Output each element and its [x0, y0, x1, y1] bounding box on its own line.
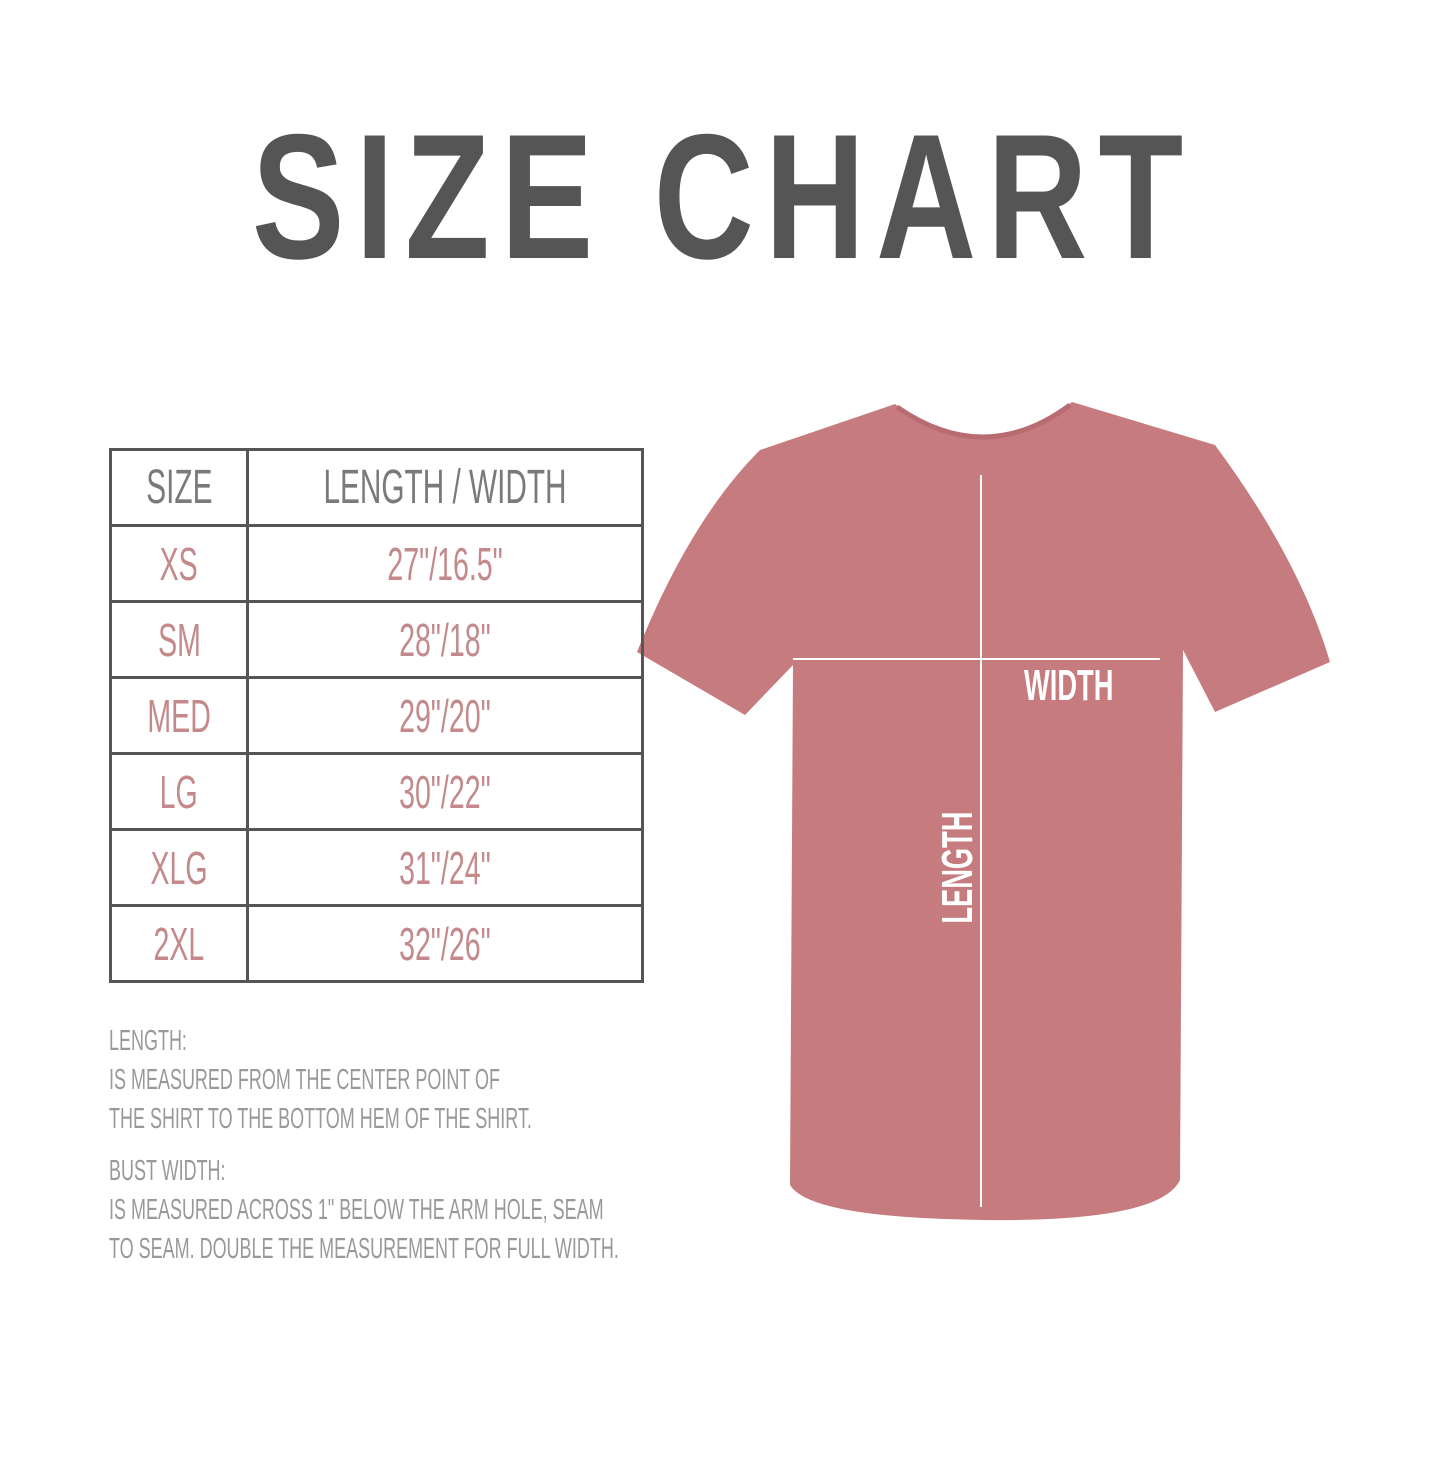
width-label: WIDTH [1024, 661, 1114, 710]
length-note-heading: LENGTH: [109, 1025, 187, 1057]
measurement-notes: LENGTH: IS MEASURED FROM THE CENTER POIN… [109, 1022, 931, 1269]
size-cell: SM [157, 613, 201, 666]
header-length-width: LENGTH / WIDTH [323, 461, 567, 514]
measure-cell: 27"/16.5" [387, 537, 503, 590]
collar [895, 402, 1072, 440]
size-cell: LG [159, 765, 199, 818]
length-note-line: THE SHIRT TO THE BOTTOM HEM OF THE SHIRT… [109, 1103, 532, 1135]
tshirt-body [637, 402, 1330, 1221]
measure-cell: 28"/18" [399, 613, 491, 666]
size-table: SIZE LENGTH / WIDTH XS 27"/16.5" SM 28"/18… [109, 448, 644, 983]
table-row: 2XL 32"/26" [109, 904, 644, 983]
table-row: LG 30"/22" [109, 752, 644, 831]
size-cell: XS [159, 537, 199, 590]
size-cell: 2XL [153, 917, 205, 970]
table-row: MED 29"/20" [109, 676, 644, 755]
size-cell: MED [147, 689, 211, 742]
measure-cell: 30"/22" [399, 765, 491, 818]
table-row: SM 28"/18" [109, 600, 644, 679]
width-note-line: IS MEASURED ACROSS 1" BELOW THE ARM HOLE… [109, 1194, 604, 1226]
width-note-line: TO SEAM. DOUBLE THE MEASUREMENT FOR FULL… [109, 1233, 619, 1265]
width-note-heading: BUST WIDTH: [109, 1155, 226, 1187]
length-label: LENGTH [933, 811, 982, 924]
measure-cell: 31"/24" [399, 841, 491, 894]
measure-cell: 29"/20" [399, 689, 491, 742]
table-header: SIZE LENGTH / WIDTH [109, 448, 644, 527]
page-title: SIZE CHART [251, 97, 1194, 296]
header-size: SIZE [145, 461, 213, 514]
table-row: XS 27"/16.5" [109, 524, 644, 603]
length-note-line: IS MEASURED FROM THE CENTER POINT OF [109, 1064, 500, 1096]
measure-cell: 32"/26" [399, 917, 491, 970]
size-cell: XLG [150, 841, 208, 894]
table-row: XLG 31"/24" [109, 828, 644, 907]
